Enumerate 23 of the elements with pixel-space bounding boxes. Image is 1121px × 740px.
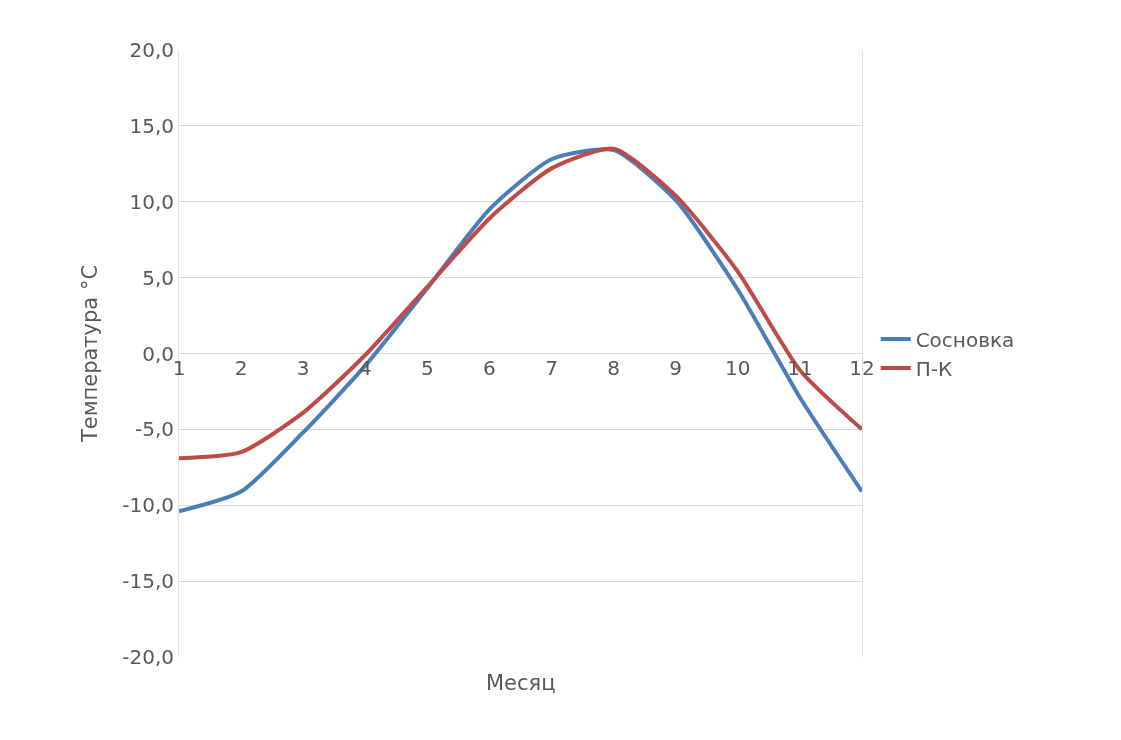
y-tick-label: 0,0 <box>142 341 174 366</box>
legend-label: П-К <box>915 356 953 381</box>
x-tick-label: 3 <box>296 355 310 380</box>
x-tick-label: 6 <box>483 355 496 380</box>
x-tick-label: 10 <box>725 355 751 380</box>
x-tick-label: 5 <box>420 355 434 380</box>
x-tick-label: 12 <box>849 355 875 380</box>
legend-label: Сосновка <box>915 327 1015 352</box>
y-tick-label: 15,0 <box>129 113 174 138</box>
y-tick-label: -5,0 <box>134 417 174 442</box>
y-tick-label: -10,0 <box>122 493 174 518</box>
y-tick-label: 10,0 <box>129 189 174 214</box>
y-axis-title: Температура °С <box>78 264 103 444</box>
y-tick-label: 5,0 <box>142 265 174 290</box>
y-tick-label: -20,0 <box>122 645 174 669</box>
x-tick-label: 1 <box>172 355 186 380</box>
x-tick-label: 2 <box>234 355 248 380</box>
x-tick-label: 8 <box>607 355 621 380</box>
y-tick-label: -15,0 <box>122 569 174 594</box>
y-tick-label: 20,0 <box>129 38 174 62</box>
x-tick-label: 7 <box>545 355 558 380</box>
x-axis-title: Месяц <box>486 671 556 695</box>
x-tick-label: 9 <box>669 355 683 380</box>
